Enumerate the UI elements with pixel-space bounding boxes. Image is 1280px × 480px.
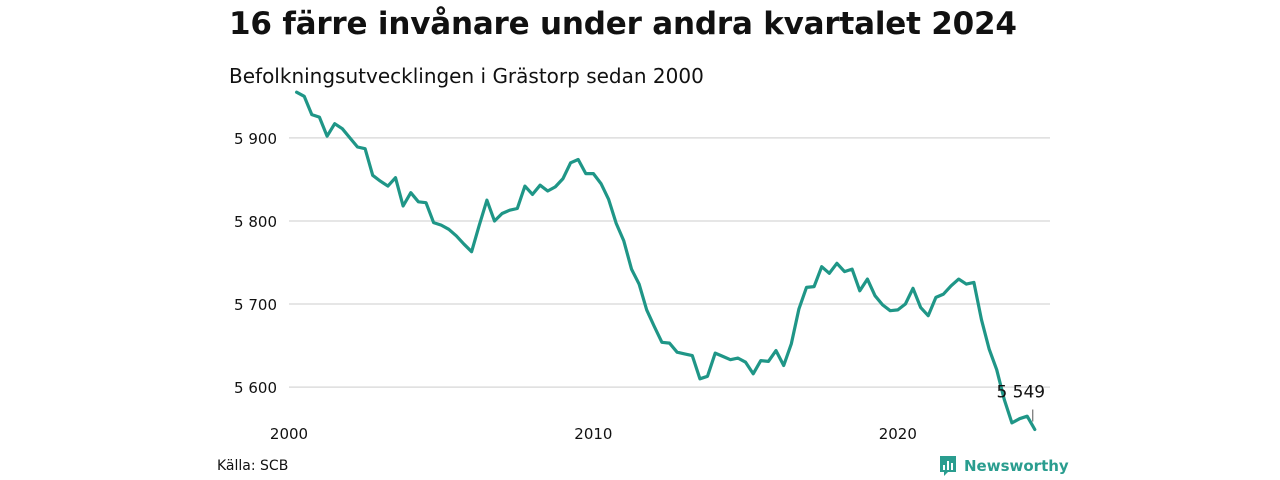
source-note: Källa: SCB <box>217 458 289 474</box>
grid-lines <box>289 137 1050 388</box>
chart-subtitle: Befolkningsutvecklingen i Grästorp sedan… <box>229 64 704 88</box>
brand-name: Newsworthy <box>964 457 1069 475</box>
population-series-line <box>295 90 1037 432</box>
y-tick-label: 5 700 <box>234 296 277 314</box>
y-tick-label: 5 600 <box>234 379 277 397</box>
bar-chart-speech-bubble-icon <box>940 456 956 476</box>
x-axis-tick-labels: 2000 2010 2020 <box>270 425 917 443</box>
chart-title: 16 färre invånare under andra kvartalet … <box>229 6 1017 42</box>
y-tick-label: 5 900 <box>234 130 277 148</box>
end-value-label: 5 549 <box>996 383 1045 403</box>
x-tick-label: 2000 <box>270 425 308 443</box>
annotation-layer: 5 549 <box>996 383 1045 422</box>
x-tick-label: 2010 <box>574 425 612 443</box>
y-tick-label: 5 800 <box>234 213 277 231</box>
brand-logo: Newsworthy <box>938 455 1069 477</box>
x-tick-label: 2020 <box>879 425 917 443</box>
series-layer <box>295 90 1037 432</box>
y-axis-tick-labels: 5 600 5 700 5 800 5 900 <box>234 130 277 397</box>
